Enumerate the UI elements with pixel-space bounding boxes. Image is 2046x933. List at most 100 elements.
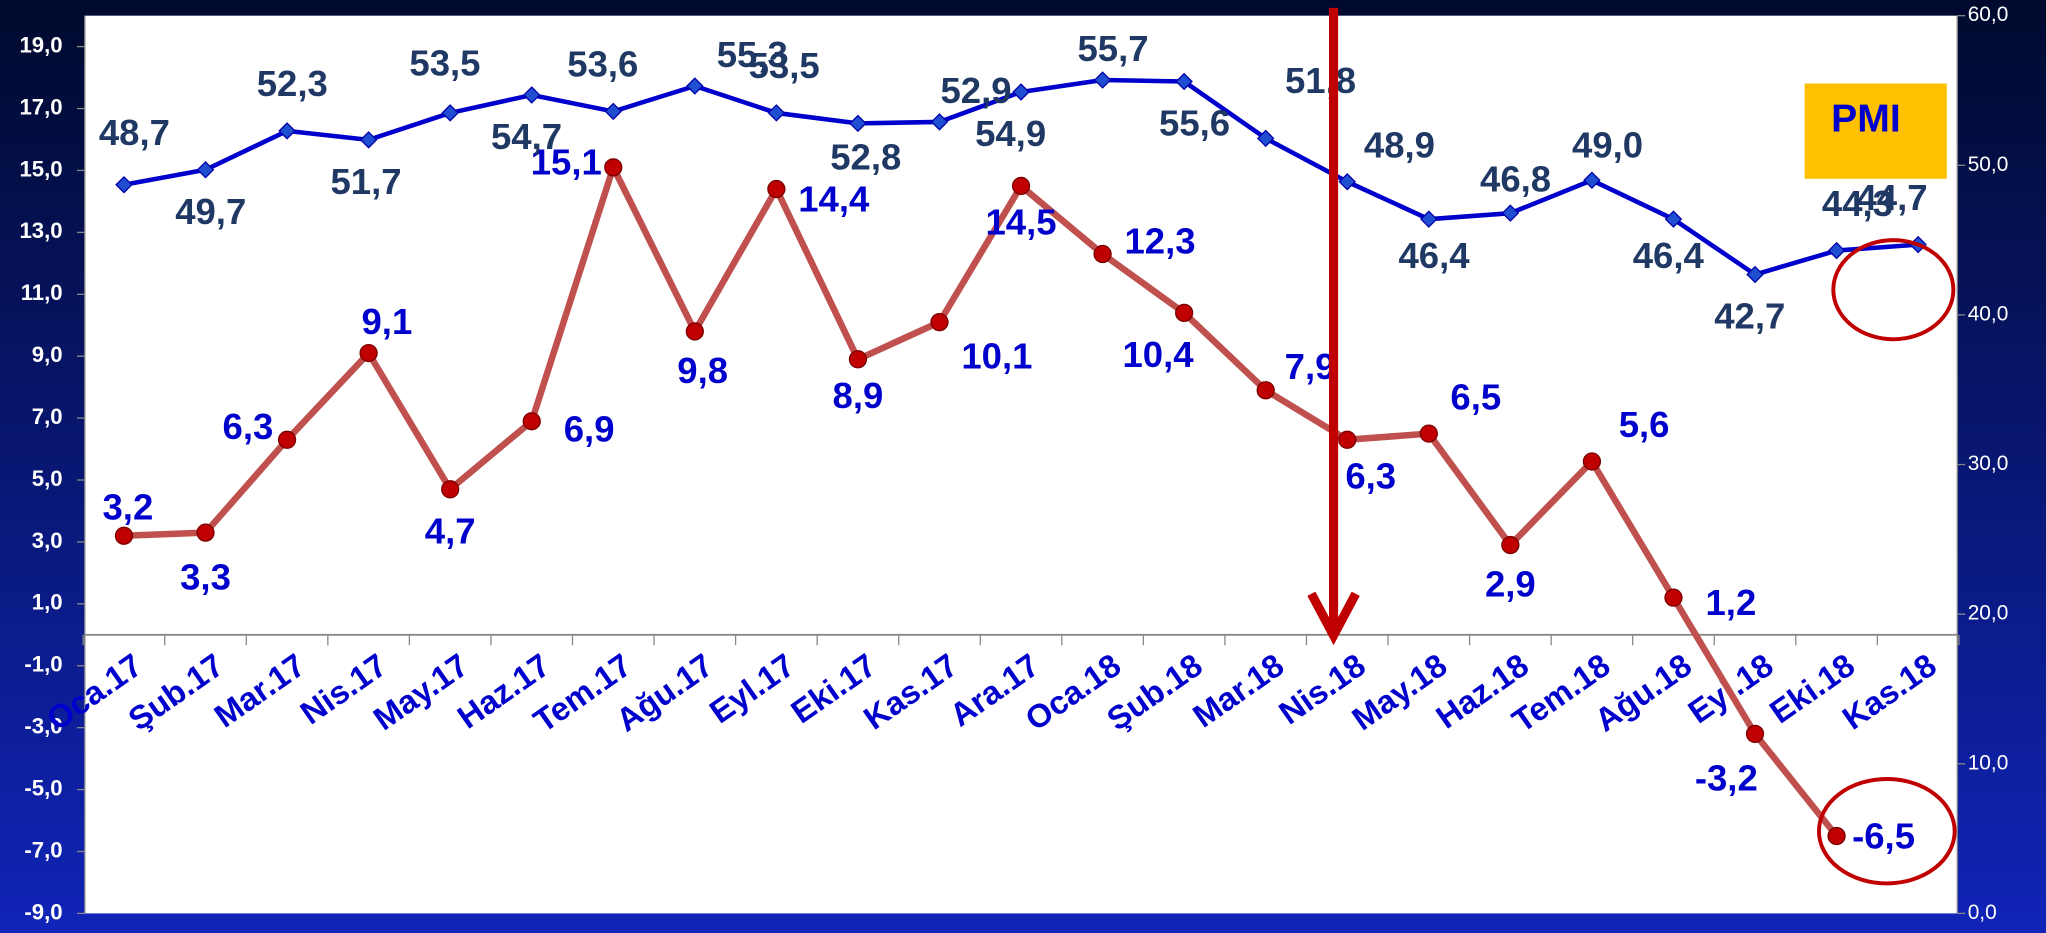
data-label: 54,7 bbox=[491, 116, 562, 157]
point bbox=[1827, 826, 1846, 846]
data-label: 48,9 bbox=[1364, 124, 1435, 165]
y-tick-label: -5,0 bbox=[24, 775, 62, 800]
point bbox=[1175, 303, 1194, 322]
point bbox=[441, 480, 460, 499]
point bbox=[1827, 241, 1846, 260]
y-tick-label: -7,0 bbox=[24, 837, 62, 862]
data-label: 2,9 bbox=[1485, 563, 1536, 604]
data-label: 3,2 bbox=[102, 486, 153, 527]
y-tick-label: 17,0 bbox=[19, 94, 62, 119]
point bbox=[604, 102, 623, 121]
annotation-box bbox=[1804, 83, 1947, 179]
y2-tick-label: 50,0 bbox=[1968, 153, 2009, 176]
point bbox=[1420, 210, 1438, 228]
highlight-circle bbox=[1831, 238, 1956, 342]
point bbox=[196, 523, 215, 542]
data-label: 6,3 bbox=[1345, 456, 1396, 497]
point bbox=[522, 86, 541, 104]
point bbox=[686, 77, 704, 95]
point bbox=[115, 175, 133, 194]
data-label: 12,3 bbox=[1124, 220, 1195, 261]
y-tick-label: 7,0 bbox=[32, 404, 63, 429]
point bbox=[1256, 381, 1275, 400]
point bbox=[1011, 176, 1031, 196]
data-label: 48,7 bbox=[99, 112, 170, 153]
data-label: 7,9 bbox=[1285, 346, 1336, 387]
data-label: -3,2 bbox=[1695, 757, 1758, 798]
series-line bbox=[123, 164, 1840, 839]
y-tick-label: -3,0 bbox=[24, 714, 62, 739]
point bbox=[849, 114, 867, 133]
annotation: PMI bbox=[1831, 98, 1901, 141]
point bbox=[359, 343, 378, 363]
data-label: 44,7 bbox=[1856, 177, 1927, 218]
y2-tick-label: 60,0 bbox=[1968, 3, 2009, 26]
y-tick-label: 11,0 bbox=[21, 280, 63, 305]
plot-area bbox=[84, 15, 1958, 914]
point bbox=[522, 412, 541, 431]
data-label: 51,8 bbox=[1285, 60, 1356, 101]
y-tick-label: -1,0 bbox=[24, 652, 62, 677]
data-label: 14,4 bbox=[798, 179, 870, 220]
point bbox=[278, 122, 296, 140]
point bbox=[1256, 129, 1275, 148]
point bbox=[685, 322, 704, 341]
data-label: 55,7 bbox=[1077, 28, 1148, 69]
point bbox=[604, 158, 623, 177]
point bbox=[1745, 724, 1765, 743]
data-label: 44,3 bbox=[1822, 183, 1893, 224]
point bbox=[1419, 424, 1438, 443]
data-label: 52,3 bbox=[257, 63, 328, 104]
data-label: 53,5 bbox=[749, 45, 820, 86]
data-label: 9,1 bbox=[362, 301, 413, 342]
y-tick-label: -9,0 bbox=[24, 899, 62, 924]
point bbox=[1175, 72, 1193, 91]
data-label: 52,8 bbox=[830, 137, 901, 178]
data-label: 10,4 bbox=[1123, 334, 1195, 375]
point bbox=[1093, 244, 1112, 264]
point bbox=[848, 350, 868, 369]
y-tick-label: 5,0 bbox=[32, 466, 63, 491]
y-tick-label: 19,0 bbox=[19, 32, 62, 57]
data-label: 10,1 bbox=[961, 335, 1032, 376]
data-label: 46,8 bbox=[1480, 159, 1551, 200]
data-label: 14,5 bbox=[986, 202, 1057, 243]
point bbox=[1501, 204, 1520, 222]
point bbox=[767, 179, 786, 199]
data-label: 55,3 bbox=[717, 34, 788, 75]
y2-tick-label: 10,0 bbox=[1968, 751, 2009, 774]
data-label: -6,5 bbox=[1852, 815, 1915, 856]
y-tick-label: 3,0 bbox=[32, 528, 63, 553]
data-label: 52,9 bbox=[940, 70, 1011, 111]
data-label: 46,4 bbox=[1633, 235, 1705, 276]
data-label: 6,3 bbox=[223, 406, 274, 447]
data-label: 42,7 bbox=[1714, 296, 1785, 337]
point bbox=[1338, 430, 1357, 449]
data-label: 51,7 bbox=[330, 161, 401, 202]
y2-tick-label: 30,0 bbox=[1968, 452, 2009, 475]
point bbox=[1664, 588, 1683, 607]
point bbox=[1664, 210, 1683, 228]
y-tick-label: 1,0 bbox=[32, 590, 63, 615]
point bbox=[930, 313, 949, 332]
data-label: 53,5 bbox=[409, 43, 480, 84]
data-label: 46,4 bbox=[1398, 235, 1470, 276]
data-label: 8,9 bbox=[833, 375, 884, 416]
data-label: 1,2 bbox=[1705, 582, 1756, 623]
y-tick-label: 9,0 bbox=[32, 342, 63, 367]
data-label: 6,5 bbox=[1450, 376, 1501, 417]
highlight-circle bbox=[1816, 777, 1957, 886]
y-tick-label: 15,0 bbox=[19, 156, 62, 181]
point bbox=[277, 430, 297, 449]
y2-tick-label: 0,0 bbox=[1968, 901, 1997, 924]
point bbox=[441, 104, 459, 122]
point bbox=[1583, 171, 1601, 190]
data-label: 54,9 bbox=[975, 113, 1046, 154]
data-label: 5,6 bbox=[1619, 404, 1670, 445]
point bbox=[1012, 83, 1030, 101]
point bbox=[196, 161, 215, 179]
data-label: 4,7 bbox=[425, 510, 476, 551]
point bbox=[1582, 452, 1602, 471]
data-label: 55,6 bbox=[1159, 103, 1230, 144]
